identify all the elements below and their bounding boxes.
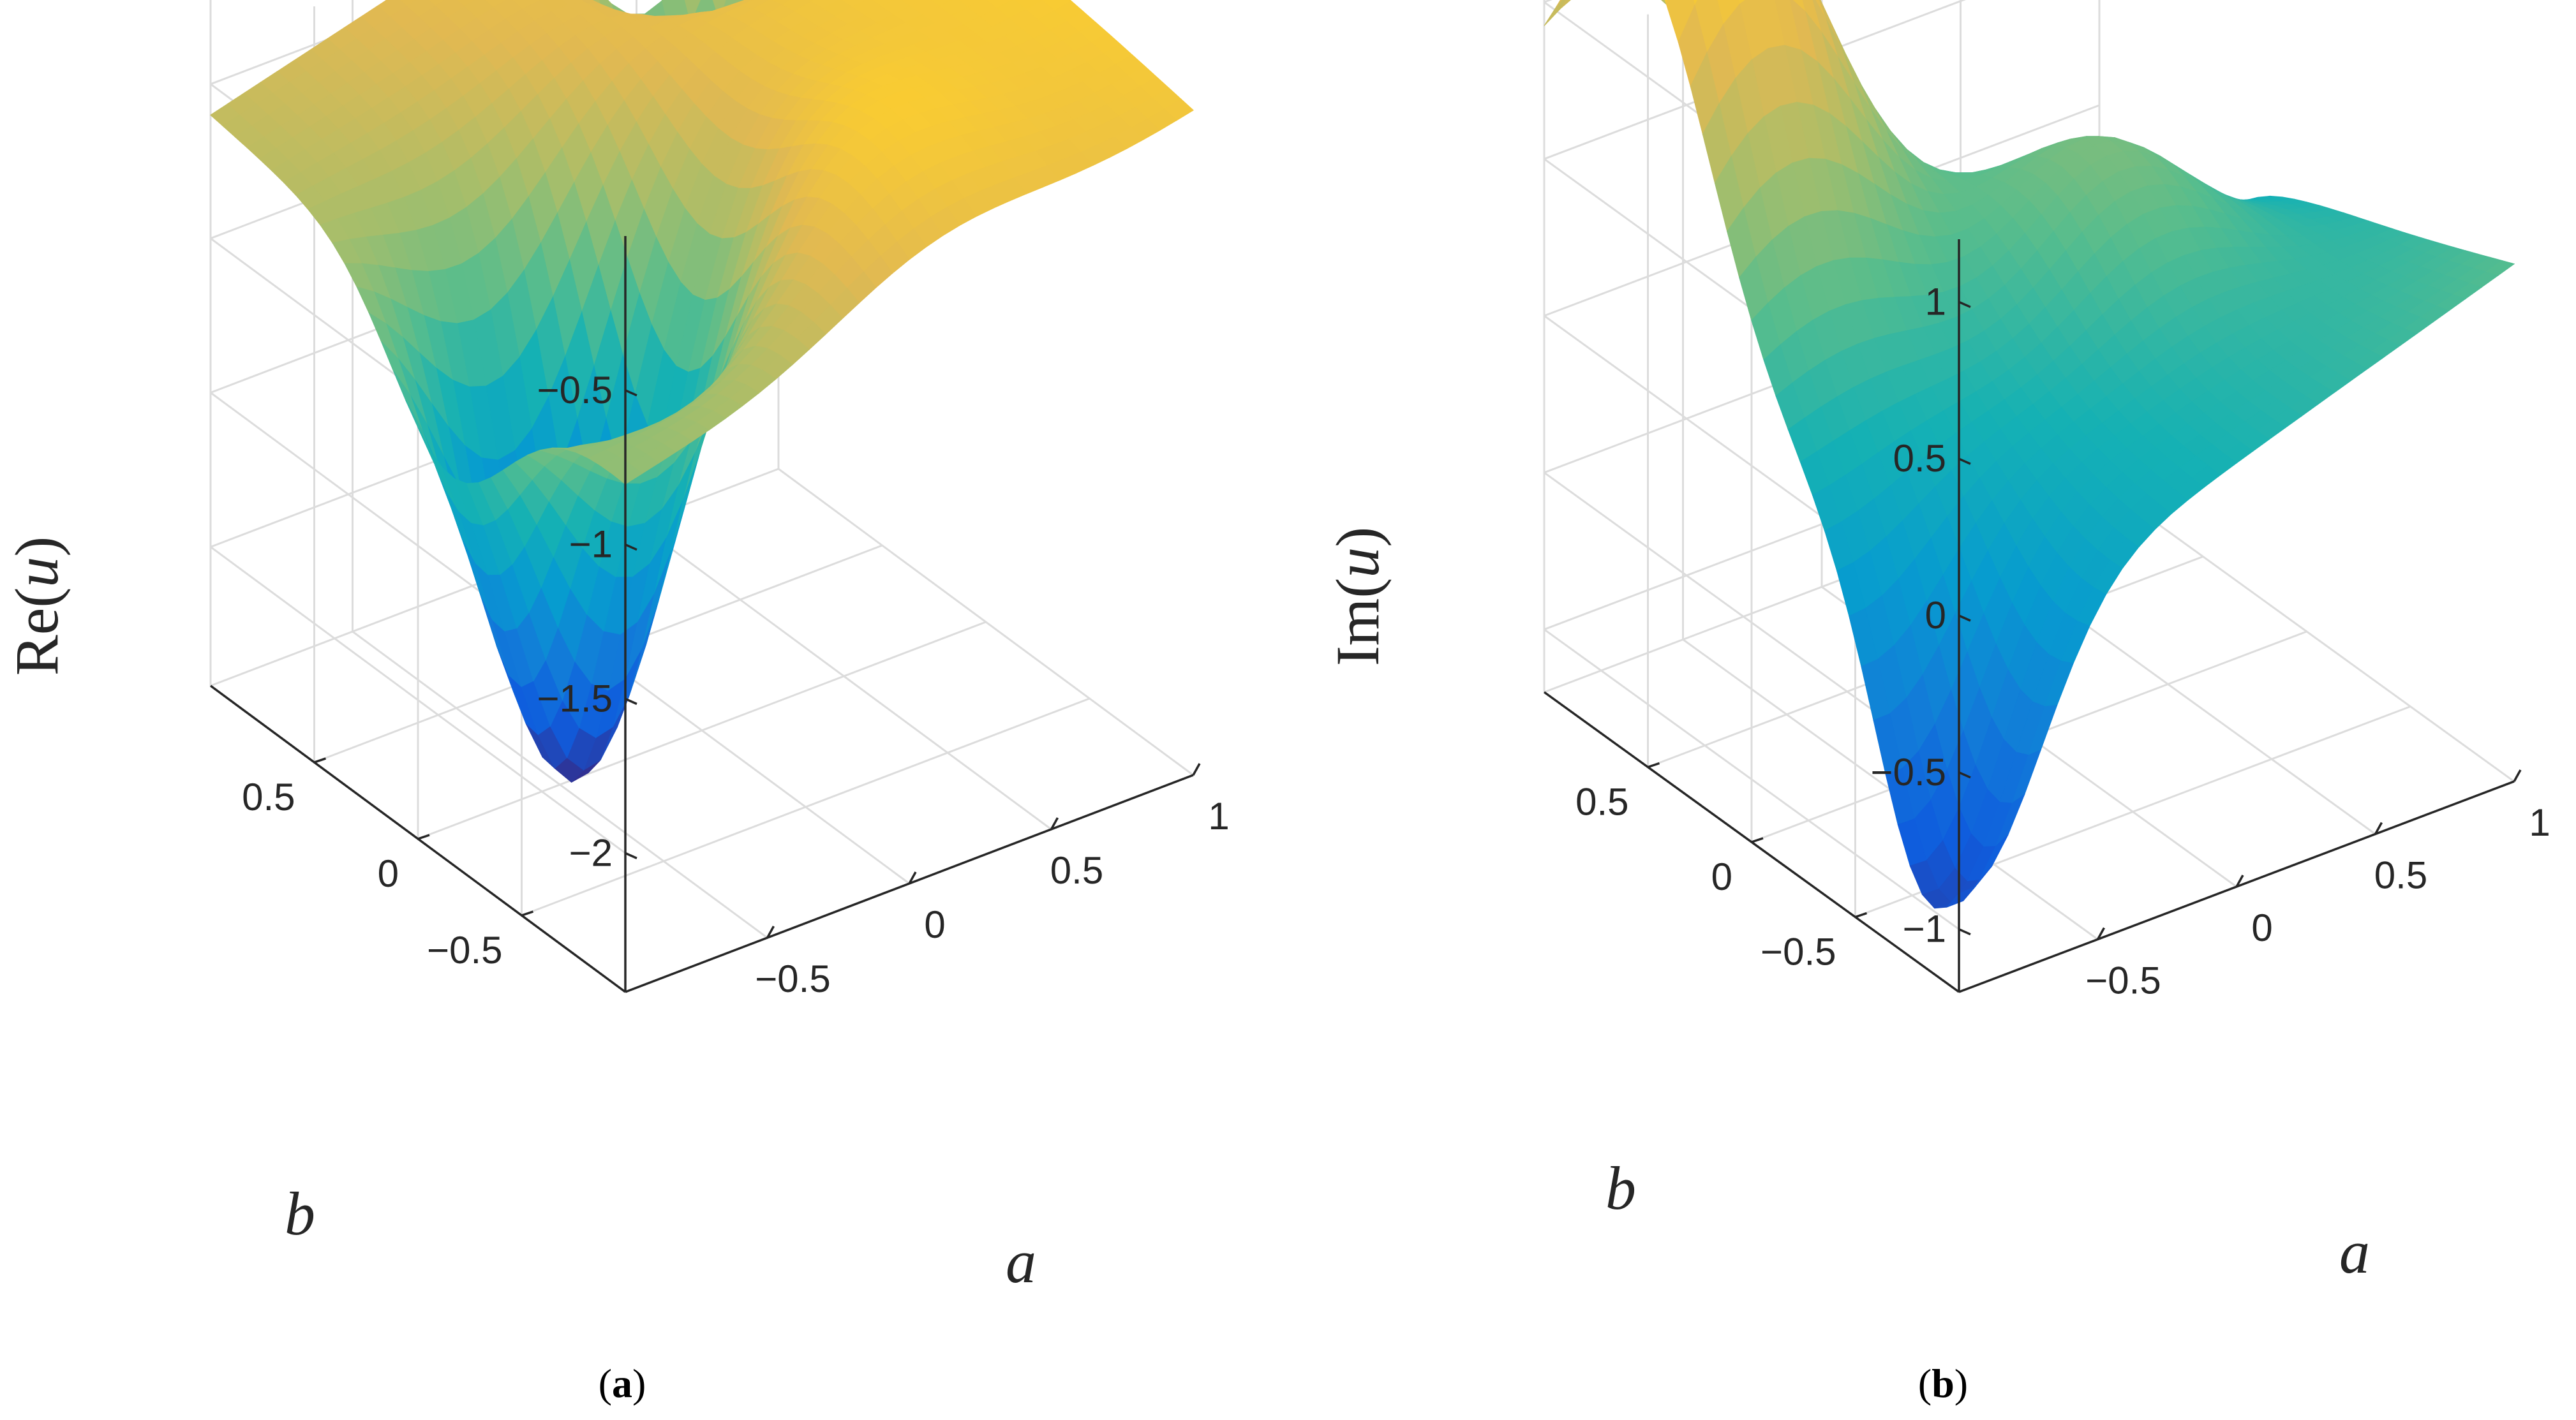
z-axis-label-func: Im( — [1323, 578, 1392, 667]
y-axis-label: b — [285, 1180, 315, 1248]
panel-b-surface — [1544, 0, 2515, 909]
x-tick-label: 0 — [924, 903, 945, 946]
z-axis-label-close: ) — [1323, 527, 1392, 547]
surface-patch — [1556, 0, 1562, 7]
y-tick-label: 0.5 — [242, 776, 295, 818]
y-tick-mark — [417, 834, 430, 840]
z-axis-label: Im(u) — [1323, 527, 1392, 667]
z-axis-label-close: ) — [3, 536, 71, 557]
z-axis-label: Re(u) — [3, 536, 71, 676]
z-tick-mark — [1958, 614, 1971, 622]
panel-a-axes: −0.5 −1 −1.5 −2 −0.5 0 0.5 1 −0.5 0 0.5 — [209, 236, 1230, 1000]
y-tick-mark — [521, 910, 534, 917]
z-axis-label-func: Re( — [3, 588, 71, 676]
panel-a-surface — [210, 0, 1194, 783]
surface-patch — [428, 0, 446, 7]
surface-patch — [456, 0, 476, 8]
z-tick-label: −1 — [1903, 908, 1946, 950]
caption-open-paren: ( — [599, 1361, 612, 1406]
z-tick-label: 0 — [1925, 594, 1946, 637]
z-tick-mark — [1958, 300, 1971, 308]
surface-patch — [399, 0, 417, 7]
caption-close-paren: ) — [1954, 1361, 1968, 1406]
z-tick-mark — [1958, 457, 1971, 465]
z-tick-mark — [1958, 771, 1971, 779]
z-tick-label: −1 — [569, 523, 613, 566]
z-axis-label-var: u — [3, 557, 71, 588]
z-tick-mark — [1958, 928, 1971, 936]
surface-patch — [1544, 0, 1566, 26]
x-tick-mark — [2374, 822, 2383, 835]
wall-grid-line — [210, 0, 434, 85]
z-tick-mark — [625, 852, 637, 859]
y-tick-mark — [1647, 762, 1660, 769]
x-tick-mark — [1050, 817, 1059, 830]
x-tick-mark — [2235, 875, 2244, 887]
x-tick-label: 0.5 — [1050, 849, 1103, 892]
y-tick-label: 0 — [1711, 855, 1732, 898]
wall-grid-line — [210, 546, 626, 854]
x-tick-label: 0 — [2251, 906, 2272, 949]
y-tick-label: −0.5 — [427, 929, 502, 972]
y-tick-label: −0.5 — [1761, 931, 1836, 973]
caption-open-paren: ( — [1918, 1361, 1932, 1406]
y-axis-label: b — [1605, 1154, 1636, 1222]
panel-b-axes: 1 0.5 0 −0.5 −1 −0.5 0 0.5 1 −0.5 0 0.5 — [1543, 239, 2550, 1002]
y-tick-mark — [1751, 837, 1764, 843]
x-tick-label: 0.5 — [2374, 854, 2427, 897]
x-tick-label: 1 — [2529, 801, 2550, 844]
wall-grid-line — [1544, 628, 1960, 930]
z-tick-label: 0.5 — [1893, 437, 1946, 480]
z-tick-label: −1.5 — [537, 677, 613, 720]
panel-caption: (b) — [1918, 1361, 1968, 1406]
x-axis-label: a — [1006, 1227, 1036, 1296]
z-tick-label: −0.5 — [537, 369, 613, 411]
z-tick-mark — [625, 544, 637, 551]
z-tick-label: −2 — [569, 831, 613, 874]
floor-grid-line — [521, 697, 1091, 917]
x-tick-label: −0.5 — [755, 958, 830, 1000]
surface-patch — [1946, 886, 1976, 908]
z-tick-label: 1 — [1925, 280, 1946, 323]
y-tick-mark — [1854, 912, 1868, 919]
y-tick-mark — [313, 757, 327, 764]
x-tick-mark — [2096, 927, 2106, 940]
x-tick-mark — [2513, 769, 2522, 782]
caption-close-paren: ) — [632, 1361, 646, 1406]
caption-letter: b — [1932, 1361, 1954, 1406]
panel-caption: (a) — [599, 1361, 646, 1406]
x-tick-mark — [766, 926, 775, 938]
x-tick-mark — [1192, 763, 1201, 776]
x-axis-label: a — [2339, 1218, 2370, 1286]
z-tick-mark — [625, 389, 637, 397]
surface-patch — [1560, 0, 1571, 9]
floor-grid-line — [417, 621, 986, 840]
y-tick-label: 0 — [378, 852, 399, 895]
x-tick-mark — [908, 871, 917, 884]
z-axis-label-var: u — [1323, 547, 1392, 578]
z-tick-mark — [625, 697, 637, 706]
surface-patch — [683, 0, 702, 27]
caption-letter: a — [612, 1361, 632, 1406]
x-tick-label: 1 — [1208, 795, 1229, 838]
x-tick-label: −0.5 — [2085, 959, 2161, 1002]
y-tick-label: 0.5 — [1575, 781, 1628, 824]
z-tick-label: −0.5 — [1871, 751, 1946, 794]
surface-patch — [612, 464, 643, 485]
